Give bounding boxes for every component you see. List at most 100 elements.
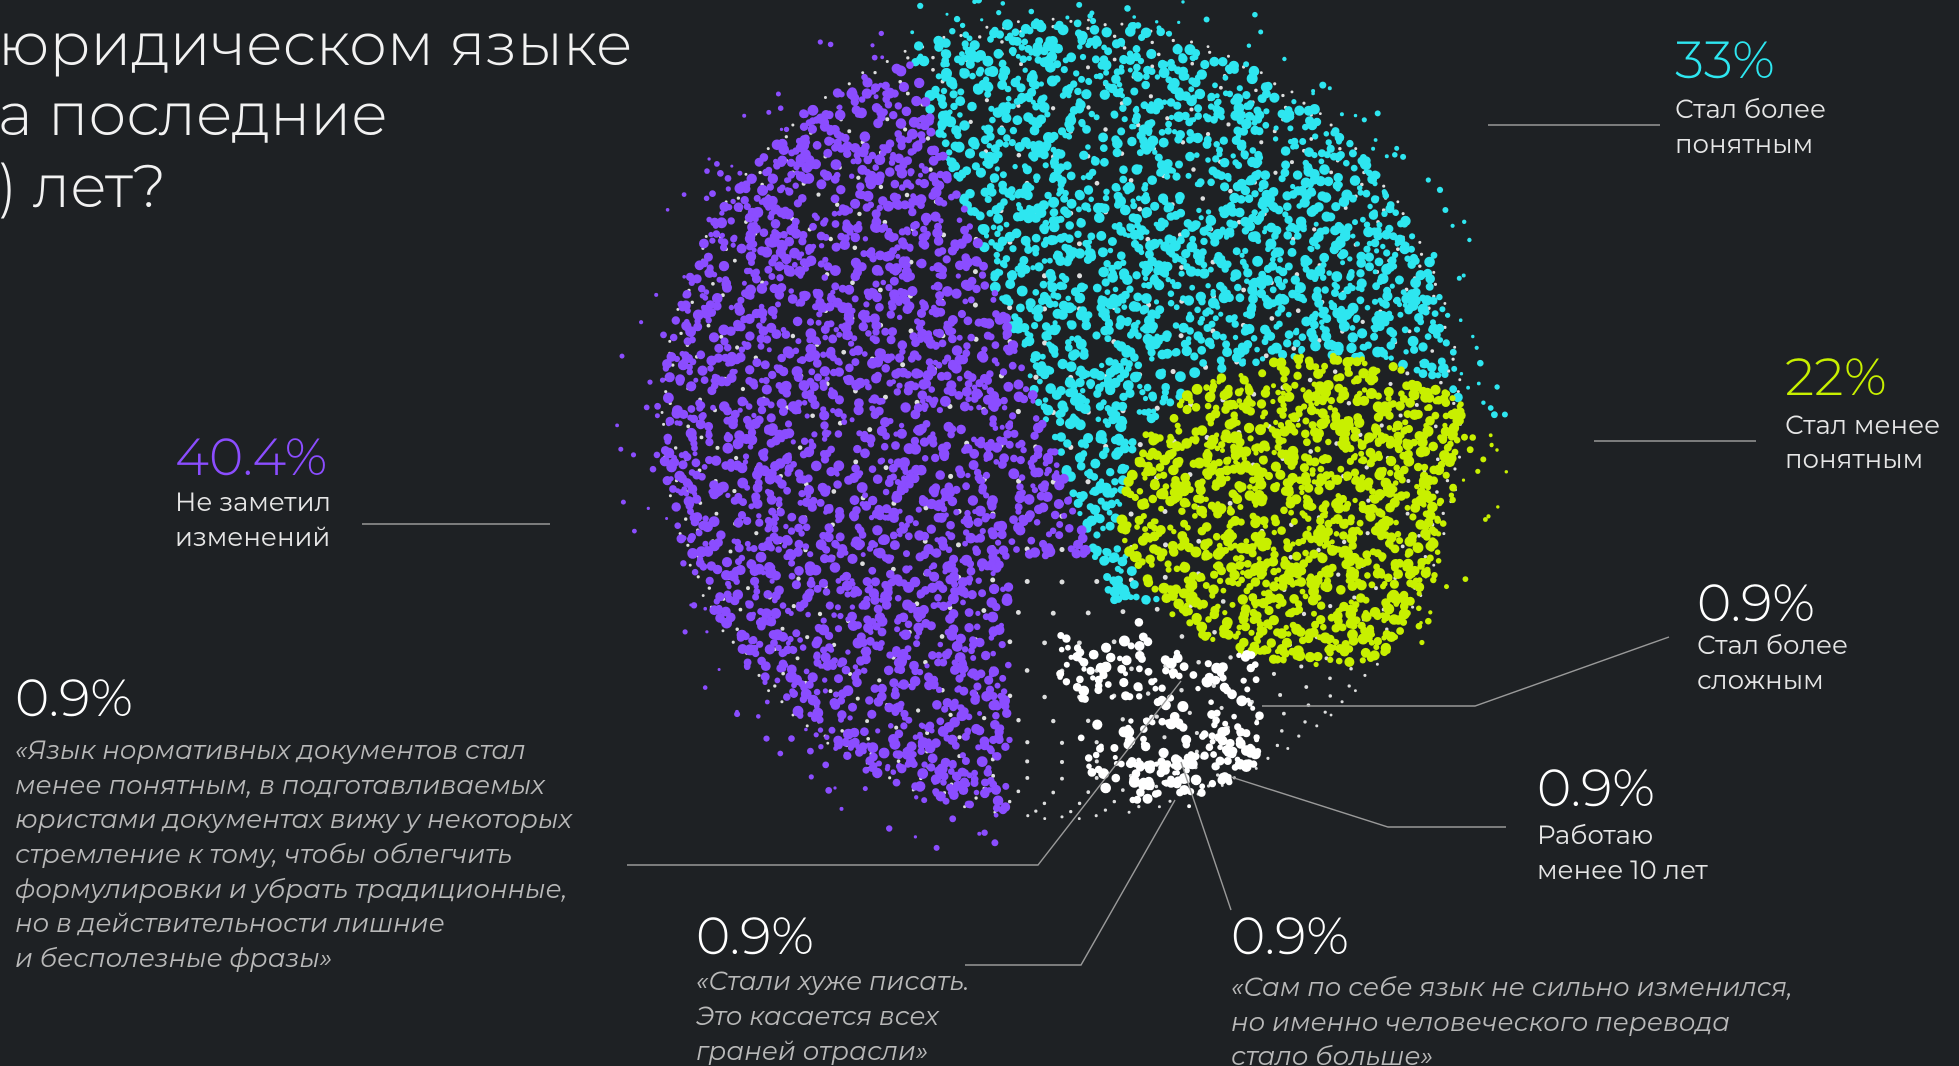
dot bbox=[1079, 53, 1087, 61]
dot bbox=[1151, 585, 1159, 593]
grid-dot bbox=[766, 147, 770, 151]
dot bbox=[1374, 110, 1381, 117]
dot bbox=[1219, 226, 1226, 233]
dot bbox=[1236, 542, 1248, 554]
dot bbox=[1124, 317, 1132, 325]
dot bbox=[925, 358, 934, 366]
dot bbox=[745, 331, 755, 341]
dot bbox=[1258, 270, 1267, 279]
dot bbox=[1235, 431, 1242, 439]
dot bbox=[1077, 510, 1083, 517]
dot bbox=[1399, 451, 1408, 460]
dot bbox=[1428, 326, 1435, 334]
dot bbox=[1169, 279, 1176, 285]
grid-dot bbox=[939, 634, 945, 639]
dot bbox=[1087, 232, 1096, 241]
grid-dot bbox=[1329, 713, 1333, 717]
dot bbox=[1236, 178, 1247, 189]
dot bbox=[1346, 370, 1353, 377]
dot bbox=[1136, 149, 1144, 157]
dot bbox=[1212, 104, 1221, 114]
dot bbox=[1372, 506, 1379, 512]
dot bbox=[997, 80, 1008, 90]
grid-dot bbox=[1365, 531, 1370, 536]
dot bbox=[915, 506, 922, 513]
dot bbox=[1462, 576, 1469, 582]
dot bbox=[1173, 101, 1182, 110]
grid-dot bbox=[1312, 227, 1317, 232]
dot bbox=[841, 419, 848, 425]
dot bbox=[1287, 472, 1298, 484]
grid-dot bbox=[781, 671, 785, 676]
dot bbox=[1283, 339, 1292, 348]
dot bbox=[1197, 345, 1207, 355]
dot bbox=[1436, 560, 1440, 564]
dot bbox=[1393, 422, 1402, 430]
dot bbox=[674, 522, 681, 529]
dot bbox=[1000, 1, 1006, 6]
dot bbox=[1439, 520, 1447, 527]
dot bbox=[1239, 619, 1245, 624]
dot bbox=[1271, 383, 1276, 389]
dot bbox=[1278, 598, 1287, 607]
dot bbox=[1128, 438, 1137, 447]
dot bbox=[1033, 312, 1043, 322]
dot bbox=[1043, 132, 1054, 143]
dot bbox=[1346, 139, 1354, 148]
dot bbox=[1377, 509, 1386, 518]
dot bbox=[1306, 457, 1315, 466]
dot bbox=[1029, 125, 1040, 136]
dot bbox=[1034, 363, 1042, 371]
dot bbox=[1365, 169, 1373, 177]
dot bbox=[1229, 601, 1236, 608]
grid-dot bbox=[1228, 188, 1233, 194]
dot bbox=[1130, 371, 1141, 383]
grid-dot bbox=[1226, 122, 1231, 127]
dot bbox=[1040, 94, 1048, 102]
dot bbox=[1100, 325, 1110, 336]
grid-dot bbox=[1281, 93, 1285, 98]
dot bbox=[1401, 426, 1409, 434]
dot bbox=[1421, 295, 1433, 306]
dot bbox=[1216, 475, 1222, 482]
dot bbox=[1365, 262, 1374, 272]
dot bbox=[1167, 435, 1175, 443]
dot bbox=[1112, 89, 1121, 98]
grid-dot bbox=[1103, 127, 1108, 132]
dot bbox=[1079, 150, 1089, 160]
dot bbox=[1225, 399, 1236, 410]
dot bbox=[1234, 283, 1242, 292]
dot bbox=[1122, 96, 1132, 106]
grid-dot bbox=[908, 328, 914, 334]
dot bbox=[1133, 69, 1139, 76]
dot bbox=[1156, 553, 1165, 562]
grid-dot bbox=[856, 175, 861, 180]
dot bbox=[1219, 628, 1230, 639]
dot bbox=[1461, 273, 1466, 278]
dot bbox=[1113, 260, 1123, 270]
dot bbox=[1366, 459, 1375, 468]
dot bbox=[1200, 539, 1211, 550]
dot bbox=[1038, 200, 1049, 211]
dot bbox=[914, 77, 925, 89]
dot bbox=[1261, 537, 1272, 548]
dot bbox=[1252, 568, 1260, 576]
dot bbox=[1263, 296, 1273, 306]
dot bbox=[1367, 203, 1373, 210]
dot bbox=[1226, 523, 1233, 530]
dot bbox=[1286, 608, 1296, 618]
dot bbox=[1111, 449, 1122, 460]
dot bbox=[1104, 586, 1113, 594]
dot bbox=[1234, 481, 1244, 491]
dot bbox=[1409, 233, 1416, 240]
dot bbox=[895, 118, 907, 129]
dot bbox=[1304, 651, 1316, 663]
dot bbox=[1088, 168, 1097, 177]
dot bbox=[1065, 15, 1070, 20]
dot bbox=[834, 625, 843, 633]
dot bbox=[856, 182, 865, 191]
dot bbox=[1242, 247, 1249, 254]
dot bbox=[701, 464, 708, 470]
dot bbox=[1048, 216, 1058, 226]
